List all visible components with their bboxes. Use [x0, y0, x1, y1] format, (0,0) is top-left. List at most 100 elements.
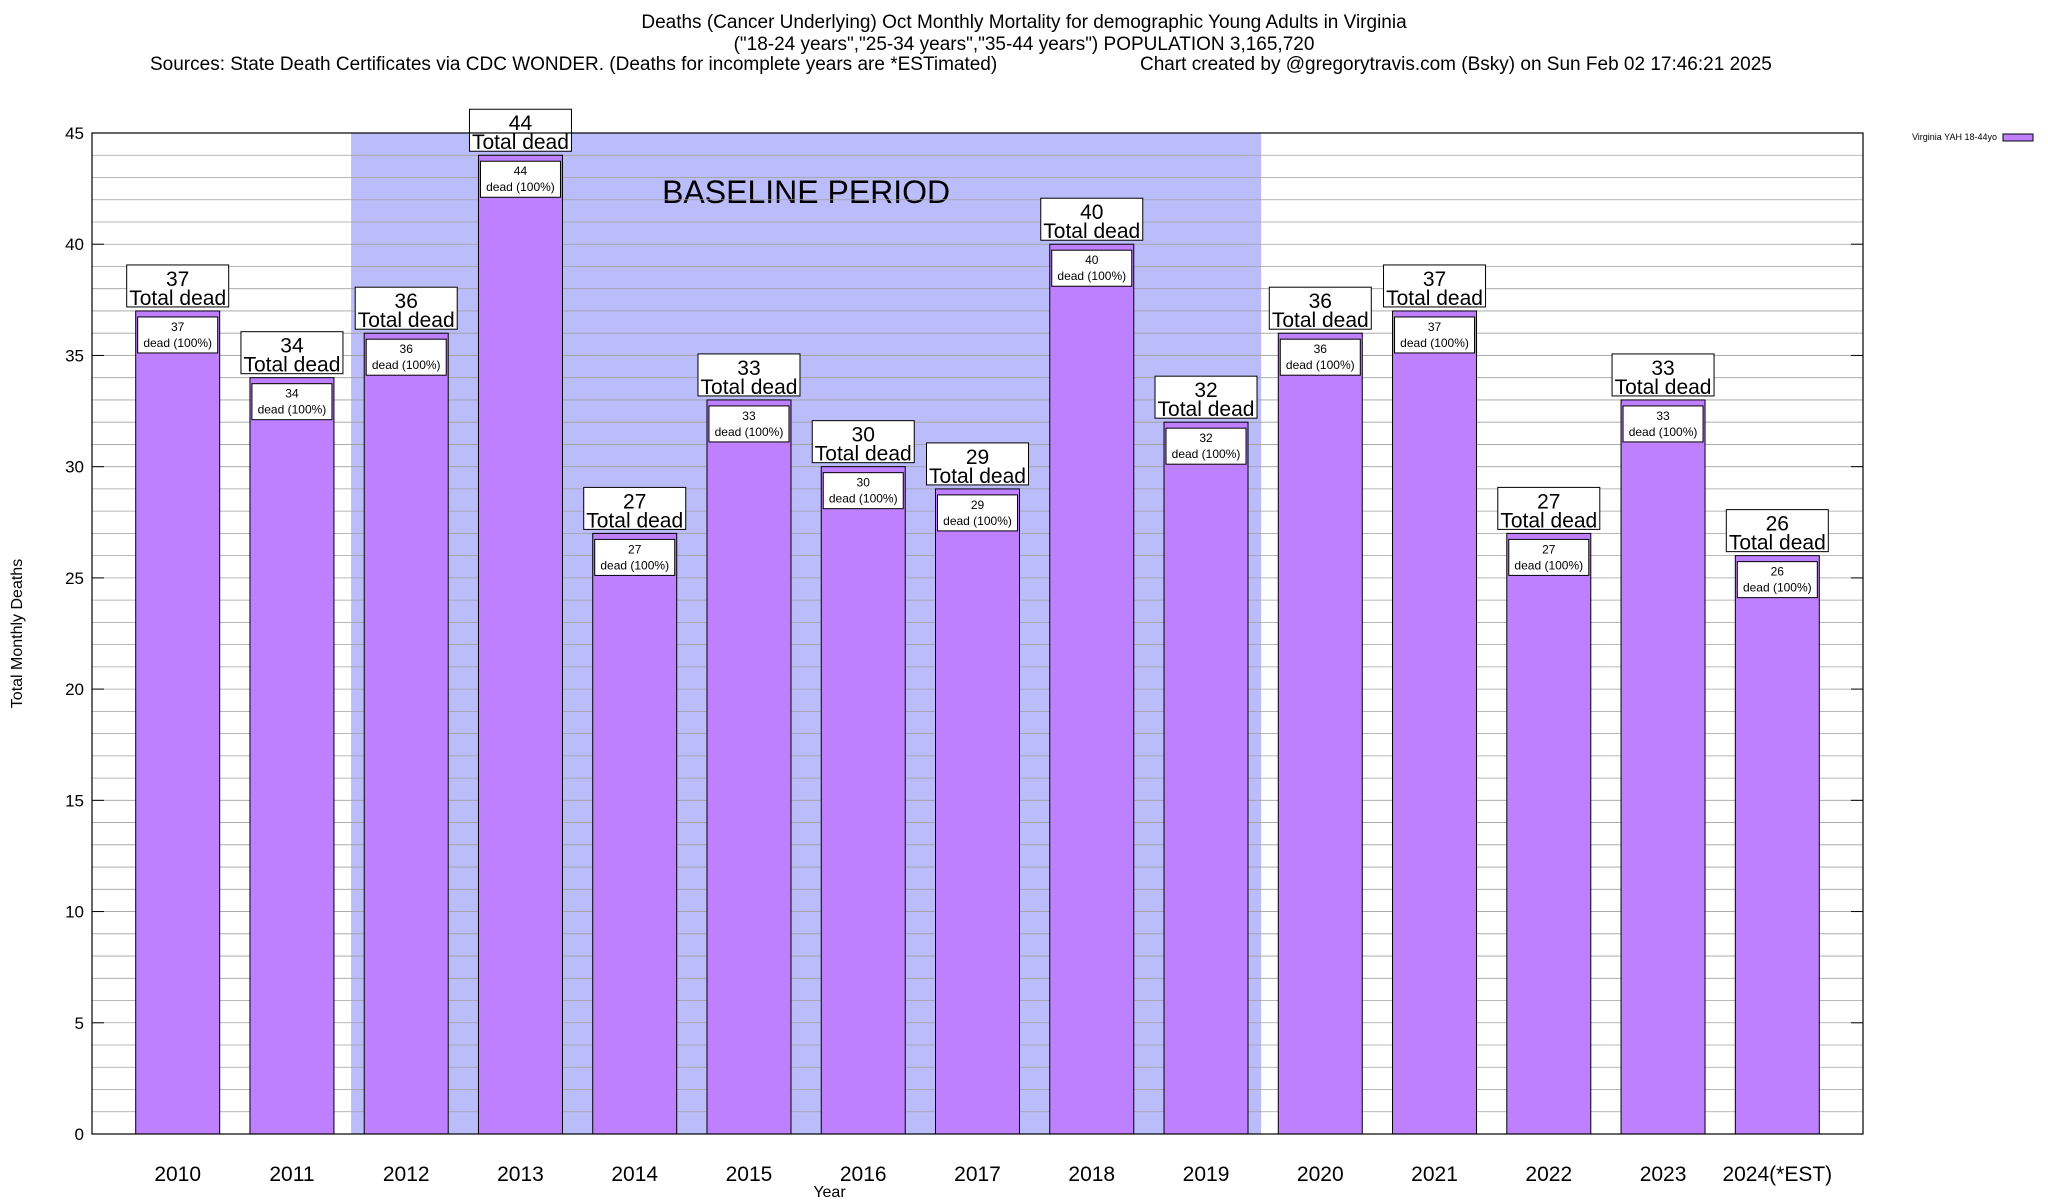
x-tick-label: 2014 — [611, 1163, 658, 1186]
x-tick-label: 2013 — [497, 1163, 544, 1186]
inner-label-text: dead (100%) — [372, 358, 441, 372]
total-label-box — [583, 486, 687, 530]
total-label-box — [1383, 264, 1487, 308]
chart-title: Deaths (Cancer Underlying) Oct Monthly M… — [0, 12, 2048, 56]
bar — [1392, 310, 1478, 1135]
y-tick-label: 35 — [65, 346, 84, 365]
baseline-period-label: BASELINE PERIOD — [662, 174, 950, 210]
inner-label-text: dead (100%) — [1743, 581, 1812, 595]
inner-label-text: dead (100%) — [715, 425, 784, 439]
bar — [1620, 399, 1706, 1135]
y-tick-label: 25 — [65, 569, 84, 588]
title-line-2: ("18-24 years","25-34 years","35-44 year… — [733, 34, 1315, 55]
total-label-text: Total dead — [1158, 398, 1255, 421]
inner-label-value: 29 — [971, 498, 985, 512]
total-label-box — [811, 420, 915, 464]
inner-label-text: dead (100%) — [1286, 358, 1355, 372]
inner-label-value: 36 — [1314, 342, 1328, 356]
total-label-box — [926, 442, 1029, 486]
total-label-box — [354, 286, 458, 330]
bar — [1506, 532, 1592, 1135]
total-label-box — [1040, 197, 1144, 241]
inner-label-value: 26 — [1771, 565, 1785, 579]
inner-label-box — [1394, 316, 1476, 354]
y-axis-title: Total Monthly Deaths — [9, 559, 26, 708]
total-label-box — [1497, 486, 1601, 530]
bar — [135, 310, 221, 1135]
inner-label-value: 33 — [742, 409, 756, 423]
inner-label-value: 32 — [1199, 431, 1213, 445]
x-tick-label: 2020 — [1297, 1163, 1344, 1186]
total-label-text: Total dead — [1043, 220, 1140, 243]
total-label-box — [1725, 509, 1829, 553]
x-tick-label: 2015 — [726, 1163, 773, 1186]
inner-label-text: dead (100%) — [1629, 425, 1698, 439]
x-tick-label: 2017 — [954, 1163, 1001, 1186]
bar — [1163, 421, 1249, 1135]
inner-label-value: 33 — [1656, 409, 1670, 423]
bar — [363, 332, 449, 1135]
total-label-value: 32 — [1194, 379, 1217, 402]
y-tick-label: 20 — [65, 680, 84, 699]
total-label-box — [1611, 353, 1715, 397]
inner-label-value: 27 — [628, 542, 642, 556]
total-label-text: Total dead — [701, 376, 798, 399]
x-tick-label: 2018 — [1068, 1163, 1115, 1186]
total-label-box — [697, 353, 801, 397]
plot-frame — [91, 132, 1864, 1135]
total-label-box — [126, 264, 230, 308]
bar — [820, 466, 906, 1135]
x-tick-label: 2012 — [383, 1163, 430, 1186]
total-label-text: Total dead — [815, 443, 912, 466]
inner-label-box — [1165, 427, 1247, 465]
title-line-1: Deaths (Cancer Underlying) Oct Monthly M… — [641, 12, 1407, 33]
inner-label-text: dead (100%) — [258, 403, 327, 417]
total-label-text: Total dead — [1272, 309, 1369, 332]
total-label-value: 27 — [623, 490, 646, 513]
x-tick-label: 2011 — [269, 1163, 314, 1186]
y-tick-label: 15 — [65, 791, 84, 810]
x-tick-label: 2023 — [1640, 1163, 1687, 1186]
total-label-value: 26 — [1766, 513, 1789, 536]
total-label-value: 44 — [509, 112, 533, 135]
total-label-text: Total dead — [358, 309, 455, 332]
bar — [706, 399, 792, 1135]
bar — [249, 377, 335, 1135]
total-label-value: 29 — [966, 446, 989, 469]
credit-note: Chart created by @gregorytravis.com (Bsk… — [1140, 54, 1772, 75]
total-label-value: 36 — [1309, 290, 1332, 313]
inner-label-value: 36 — [400, 342, 414, 356]
inner-label-box — [937, 494, 1018, 532]
inner-label-box — [1279, 338, 1361, 376]
x-tick-label: 2021 — [1411, 1163, 1458, 1186]
inner-label-box — [365, 338, 447, 376]
inner-label-text: dead (100%) — [1172, 447, 1241, 461]
total-label-text: Total dead — [472, 131, 569, 154]
total-label-box — [240, 331, 344, 375]
bar — [935, 488, 1020, 1135]
y-tick-label: 45 — [65, 124, 84, 143]
total-label-value: 34 — [280, 335, 304, 358]
sources-note: Sources: State Death Certificates via CD… — [150, 54, 998, 75]
y-tick-label: 30 — [65, 458, 84, 477]
total-label-text: Total dead — [129, 287, 226, 310]
inner-label-text: dead (100%) — [1400, 336, 1469, 350]
total-label-text: Total dead — [1615, 376, 1712, 399]
total-label-box — [468, 108, 572, 152]
inner-label-text: dead (100%) — [143, 336, 212, 350]
total-label-text: Total dead — [243, 354, 340, 377]
legend-label: Virginia YAH 18-44yo — [1912, 132, 1997, 142]
total-label-box — [1154, 375, 1258, 419]
y-tick-label: 40 — [65, 235, 84, 254]
inner-label-box — [1051, 249, 1133, 287]
inner-label-value: 37 — [171, 320, 185, 334]
inner-label-value: 37 — [1428, 320, 1442, 334]
x-tick-label: 2019 — [1183, 1163, 1230, 1186]
total-label-value: 30 — [852, 424, 875, 447]
inner-label-text: dead (100%) — [1514, 558, 1583, 572]
x-tick-label: 2016 — [840, 1163, 887, 1186]
x-tick-label: 2024(*EST) — [1722, 1163, 1832, 1186]
inner-label-box — [479, 160, 561, 198]
total-label-value: 37 — [166, 268, 189, 291]
